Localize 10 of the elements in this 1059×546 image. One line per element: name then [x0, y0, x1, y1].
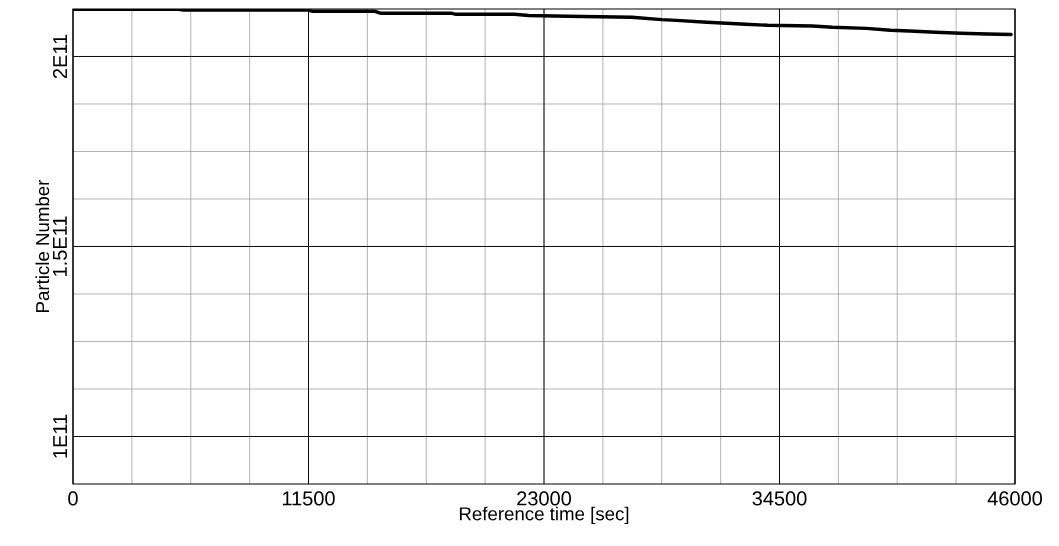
- x-tick-label: 11500: [282, 491, 335, 506]
- y-tick-label: 1E11: [53, 414, 67, 458]
- y-axis-title: Particle Number: [35, 179, 50, 312]
- x-axis-title: Reference time [sec]: [459, 506, 629, 525]
- x-tick-label: 0: [68, 491, 78, 506]
- x-tick-label: 34500: [752, 491, 807, 506]
- x-tick-label: 23000: [517, 491, 572, 506]
- x-tick-label: 46000: [987, 491, 1043, 506]
- y-tick-label: 1.5E11: [53, 216, 67, 276]
- y-tick-label: 2E11: [52, 34, 67, 79]
